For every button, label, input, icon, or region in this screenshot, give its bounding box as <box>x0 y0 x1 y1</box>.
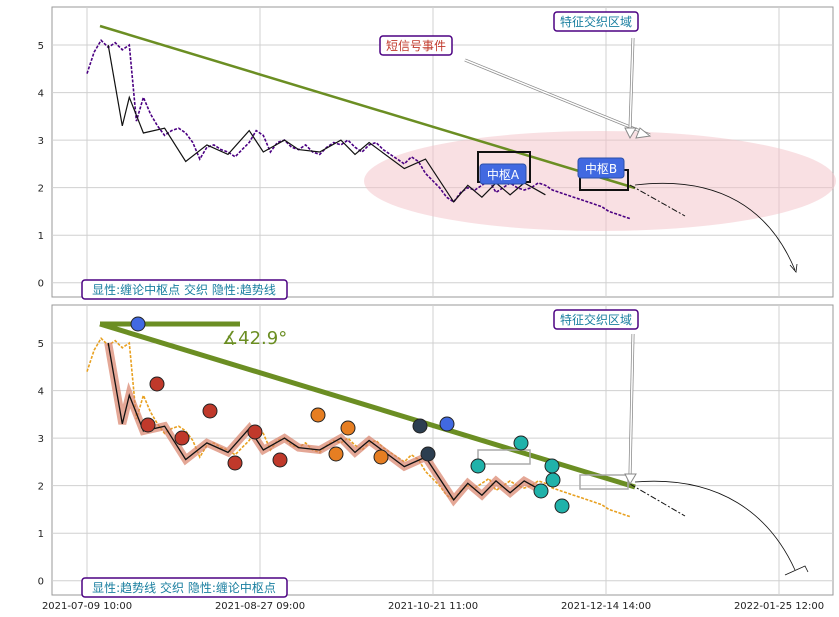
bottom-projection-curve <box>634 480 796 571</box>
signal-label: 短信号事件 <box>386 39 446 53</box>
zone-arrow-top-head <box>624 127 637 140</box>
pivot-a-label-box <box>479 163 527 185</box>
top-projection-dash <box>629 184 686 217</box>
top-legend-text: 显性:缠论中枢点 交织 隐性:趋势线 <box>92 282 276 297</box>
y-tick-label: 3 <box>38 136 44 147</box>
bottom-projection-dash <box>629 483 686 517</box>
top-panel-frame <box>51 6 834 298</box>
bottom-trend-line <box>99 321 636 490</box>
bottom-legend-text: 显性:趋势线 交织 隐性:缠论中枢点 <box>92 580 276 595</box>
top-zigzag <box>107 44 546 203</box>
pivot-marker <box>310 407 326 423</box>
pivot-marker <box>202 403 218 419</box>
pivot-marker <box>373 449 389 465</box>
bottom-panel-frame <box>51 304 834 596</box>
x-tick-label: 2022-01-25 12:00 <box>734 601 824 612</box>
y-tick-label: 4 <box>38 387 44 398</box>
bottom-grid: 0 1 2 3 4 5 <box>38 305 833 595</box>
bottom-pivot-b-box <box>579 474 629 490</box>
signal-arrow-head <box>635 127 652 139</box>
bottom-zigzag <box>107 342 546 501</box>
x-tick-label: 2021-08-27 09:00 <box>215 601 305 612</box>
x-axis-ticks: 2021-07-09 10:00 2021-08-27 09:00 2021-10-… <box>42 601 824 612</box>
pivot-marker <box>149 376 165 392</box>
signal-label-box <box>379 35 453 56</box>
bottom-pivot-a-box <box>477 449 531 465</box>
pivot-marker <box>247 424 263 440</box>
bottom-legend-box <box>81 577 288 598</box>
zone-label-top-box <box>553 11 639 32</box>
pivot-marker <box>544 458 560 474</box>
zone-arrow-top-inner <box>629 37 634 131</box>
bottom-curve-endcap <box>784 565 809 576</box>
pivot-marker <box>412 418 428 434</box>
zone-label-bottom: 特征交织区域 <box>560 312 632 327</box>
pivot-marker <box>328 446 344 462</box>
pivot-marker <box>533 483 549 499</box>
pivot-marker <box>554 498 570 514</box>
y-tick-label: 3 <box>38 434 44 445</box>
pivot-marker <box>174 430 190 446</box>
feature-zone-ellipse <box>364 131 836 231</box>
angle-label: ∡42.9° <box>222 328 287 349</box>
pivot-b-label-box <box>577 157 625 179</box>
zone-label-bottom-box <box>553 309 639 330</box>
y-tick-label: 2 <box>38 184 44 195</box>
bottom-price-series <box>86 337 631 518</box>
pivot-marker <box>227 455 243 471</box>
pivot-marker <box>140 417 156 433</box>
pivot-marker <box>513 435 529 451</box>
bottom-markers <box>130 316 570 514</box>
bottom-zigzag-highlight <box>104 342 548 507</box>
zone-label-top: 特征交织区域 <box>560 14 632 29</box>
pivot-a-label: 中枢A <box>487 167 520 182</box>
pivot-marker <box>272 452 288 468</box>
pivot-marker <box>420 446 436 462</box>
pivot-b-label: 中枢B <box>585 161 617 176</box>
zone-arrow-bottom-inner <box>629 333 634 477</box>
pivot-marker <box>130 316 146 332</box>
signal-arrow-shaft-inner <box>464 59 651 136</box>
y-tick-label: 5 <box>38 41 44 52</box>
pivot-marker <box>439 416 455 432</box>
pivot-marker <box>470 458 486 474</box>
x-tick-label: 2021-07-09 10:00 <box>42 601 132 612</box>
x-tick-label: 2021-12-14 14:00 <box>561 601 651 612</box>
x-tick-label: 2021-10-21 11:00 <box>388 601 478 612</box>
top-trend-line <box>99 24 636 190</box>
y-tick-label: 0 <box>38 577 44 588</box>
y-tick-label: 4 <box>38 89 44 100</box>
top-curve-arrowhead <box>789 263 798 273</box>
top-price-series <box>86 39 631 220</box>
pivot-marker <box>545 472 561 488</box>
y-tick-label: 1 <box>38 231 44 242</box>
zone-arrow-bottom-head <box>624 473 637 486</box>
y-tick-label: 2 <box>38 482 44 493</box>
y-tick-label: 5 <box>38 339 44 350</box>
y-tick-label: 0 <box>38 279 44 290</box>
top-projection-curve <box>634 182 796 271</box>
pivot-marker <box>340 420 356 436</box>
top-legend-box <box>81 279 288 300</box>
y-tick-label: 1 <box>38 529 44 540</box>
